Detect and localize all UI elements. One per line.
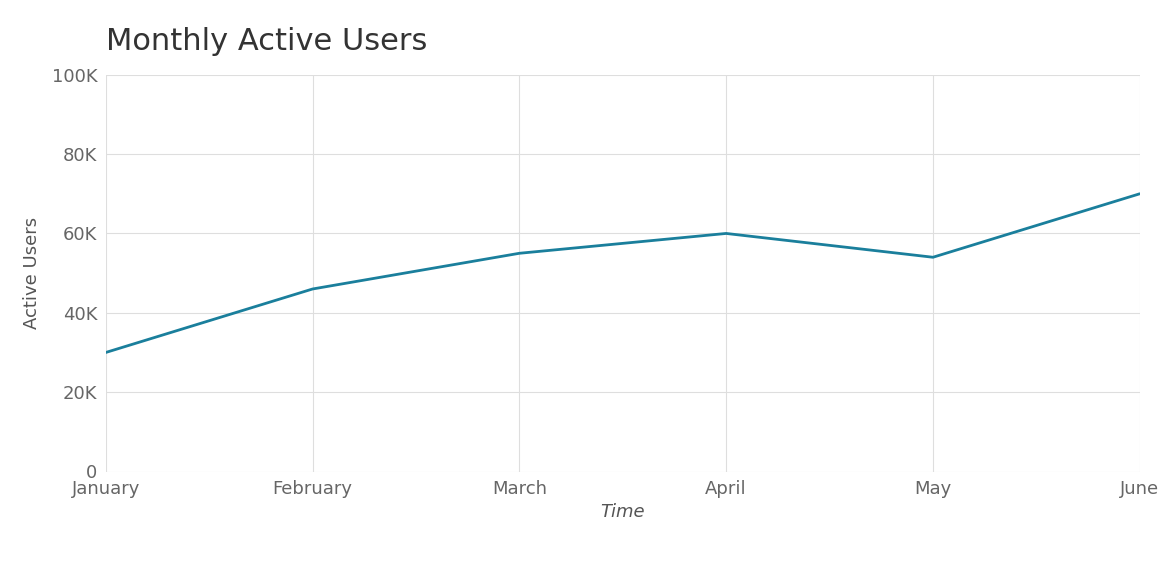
Y-axis label: Active Users: Active Users — [22, 217, 41, 329]
X-axis label: Time: Time — [600, 503, 645, 522]
Text: Monthly Active Users: Monthly Active Users — [106, 27, 428, 56]
